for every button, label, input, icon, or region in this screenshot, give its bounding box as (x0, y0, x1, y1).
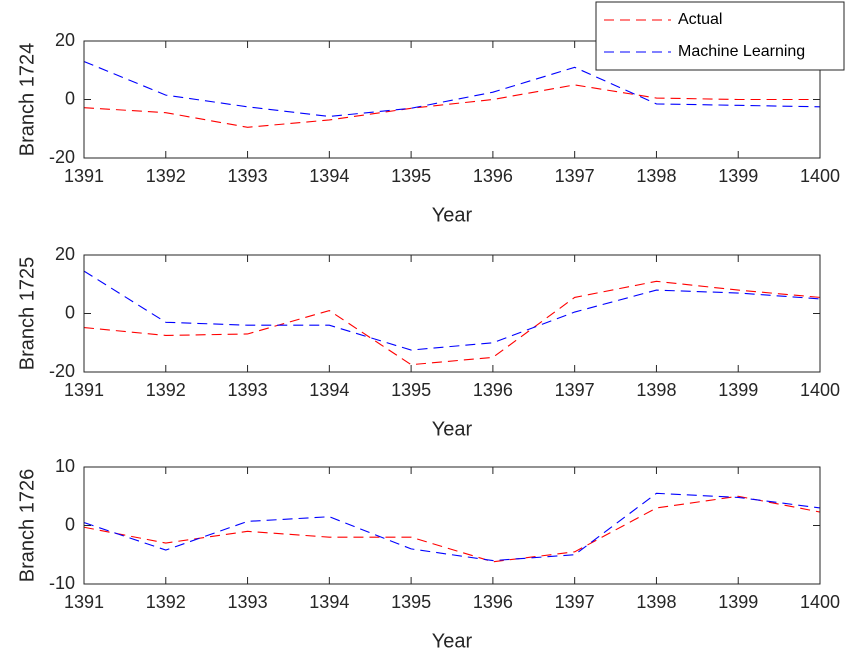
y-axis-label: Branch 1725 (16, 257, 38, 370)
x-axis-label: Year (432, 204, 473, 226)
x-tick-label: 1397 (555, 166, 595, 186)
x-tick-label: 1396 (473, 166, 513, 186)
x-tick-label: 1399 (718, 592, 758, 612)
x-axis-label: Year (432, 630, 473, 652)
x-tick-label: 1393 (228, 166, 268, 186)
y-tick-label: -20 (49, 361, 75, 381)
y-tick-label: 20 (55, 244, 75, 264)
x-tick-label: 1393 (228, 380, 268, 400)
y-tick-label: -10 (49, 573, 75, 593)
x-tick-label: 1400 (800, 380, 840, 400)
y-tick-label: 20 (55, 30, 75, 50)
x-tick-label: 1400 (800, 166, 840, 186)
x-tick-label: 1399 (718, 380, 758, 400)
x-tick-label: 1399 (718, 166, 758, 186)
legend-box (595, 1, 845, 71)
x-tick-label: 1391 (64, 380, 104, 400)
x-tick-label: 1394 (309, 592, 349, 612)
x-tick-label: 1395 (391, 166, 431, 186)
legend-label: Machine Learning (678, 43, 805, 60)
y-tick-label: -20 (49, 147, 75, 167)
data-line (84, 84, 820, 128)
x-tick-label: 1392 (146, 380, 186, 400)
data-line (84, 495, 820, 563)
data-line (84, 270, 820, 351)
x-tick-label: 1397 (555, 380, 595, 400)
x-tick-label: 1392 (146, 592, 186, 612)
x-tick-label: 1393 (228, 592, 268, 612)
data-line (84, 60, 820, 118)
x-tick-label: 1397 (555, 592, 595, 612)
y-tick-label: 0 (65, 302, 75, 322)
x-tick-label: 1396 (473, 592, 513, 612)
data-line (84, 280, 820, 366)
x-tick-label: 1394 (309, 380, 349, 400)
x-tick-label: 1391 (64, 592, 104, 612)
x-tick-label: 1395 (391, 380, 431, 400)
x-tick-label: 1398 (636, 166, 676, 186)
x-tick-label: 1394 (309, 166, 349, 186)
y-axis-label: Branch 1726 (16, 469, 38, 582)
subplot: 1391 1392 1393 1394 1395 1396 1397 1398 1399 1400… (16, 456, 840, 653)
subplot: 1391 1392 1393 1394 1395 1396 1397 1398 1399 1400… (16, 1, 845, 226)
x-tick-label: 1395 (391, 592, 431, 612)
y-axis-label: Branch 1724 (16, 43, 38, 156)
y-tick-label: 0 (65, 88, 75, 108)
axes-background (84, 467, 820, 584)
x-axis-label: Year (432, 418, 473, 440)
x-tick-label: 1396 (473, 380, 513, 400)
y-tick-label: 0 (65, 514, 75, 534)
subplot: 1391 1392 1393 1394 1395 1396 1397 1398 1399 1400… (16, 244, 840, 441)
legend-label: Actual (678, 11, 722, 28)
x-tick-label: 1398 (636, 380, 676, 400)
x-tick-label: 1392 (146, 166, 186, 186)
y-tick-label: 10 (55, 456, 75, 476)
x-tick-label: 1391 (64, 166, 104, 186)
data-line (84, 492, 820, 562)
x-tick-label: 1398 (636, 592, 676, 612)
x-tick-label: 1400 (800, 592, 840, 612)
axes-background (84, 255, 820, 372)
legend: Actual Machine Learning (595, 1, 845, 71)
